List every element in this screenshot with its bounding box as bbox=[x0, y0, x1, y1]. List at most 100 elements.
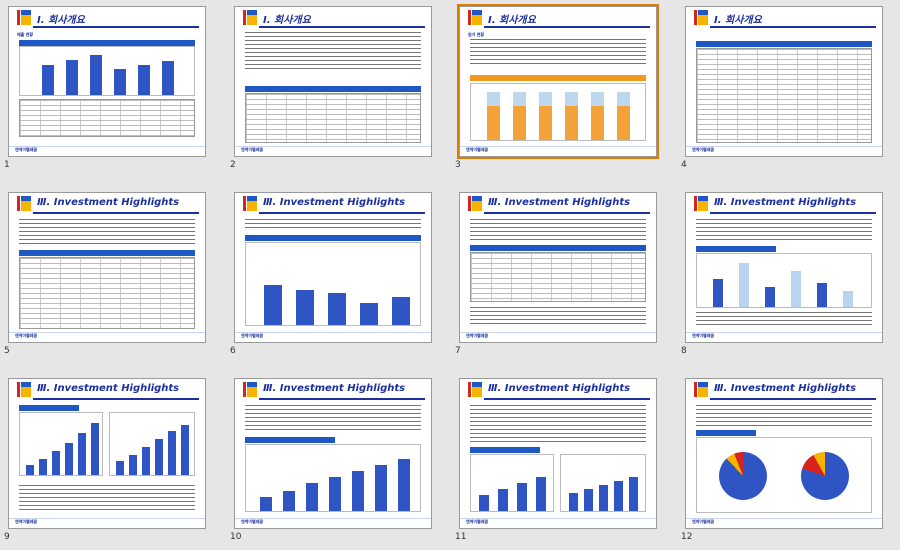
footer-line bbox=[686, 518, 882, 519]
chart-bar bbox=[168, 431, 176, 475]
slide-footer-logo: 엔케이텔레콤 bbox=[15, 147, 38, 152]
chart-area bbox=[19, 412, 103, 476]
slide-thumbnail-cell[interactable]: Ⅲ. Investment Highlights 엔케이텔레콤 9 bbox=[0, 372, 210, 550]
slide-title: Ⅲ. Investment Highlights bbox=[714, 383, 857, 394]
slide-body bbox=[460, 217, 656, 332]
slide-thumbnail[interactable]: Ⅲ. Investment Highlights 엔케이텔레콤 bbox=[685, 192, 883, 343]
slide-footer-logo: 엔케이텔레콤 bbox=[241, 333, 264, 338]
slide-thumbnail[interactable]: Ⅲ. Investment Highlights 엔케이텔레콤 bbox=[234, 192, 432, 343]
title-underline bbox=[484, 398, 650, 400]
slide-number: 1 bbox=[4, 160, 10, 170]
footer-line bbox=[686, 332, 882, 333]
slide-thumbnail[interactable]: Ⅲ. Investment Highlights 엔케이텔레콤 bbox=[685, 378, 883, 529]
slide-thumbnail-cell[interactable]: Ⅲ. Investment Highlights 엔케이텔레콤 8 bbox=[677, 186, 887, 364]
chart-bar bbox=[162, 61, 174, 95]
chart-bar bbox=[42, 65, 54, 95]
slide-thumbnail[interactable]: Ⅰ. 회사개요 엔케이텔레콤 매출 현황 bbox=[8, 6, 206, 157]
title-underline bbox=[259, 26, 425, 28]
chart-bar bbox=[155, 439, 163, 475]
slide-subtitle: 원가 현황 bbox=[468, 32, 485, 37]
pie-chart bbox=[719, 452, 767, 500]
slide-thumbnail-cell[interactable]: Ⅲ. Investment Highlights 엔케이텔레콤 10 bbox=[226, 372, 436, 550]
chart-bar bbox=[26, 465, 34, 475]
chart-bar bbox=[713, 279, 723, 307]
slide-footer-logo: 엔케이텔레콤 bbox=[692, 147, 715, 152]
title-accent-blue bbox=[247, 10, 257, 15]
chart-bar bbox=[52, 451, 60, 475]
chart-bar-top bbox=[539, 92, 552, 106]
chart-bar bbox=[536, 477, 546, 511]
slide-number: 7 bbox=[455, 346, 461, 356]
body-text bbox=[245, 32, 421, 72]
slide-footer-logo: 엔케이텔레콤 bbox=[15, 519, 38, 524]
slide-thumbnail[interactable]: Ⅲ. Investment Highlights 엔케이텔레콤 bbox=[459, 378, 657, 529]
chart-area bbox=[19, 46, 195, 96]
title-accent-blue bbox=[472, 10, 482, 15]
slide-number: 8 bbox=[681, 346, 687, 356]
slide-footer-logo: 엔케이텔레콤 bbox=[466, 147, 489, 152]
slide-title: Ⅲ. Investment Highlights bbox=[263, 383, 406, 394]
chart-bar bbox=[283, 491, 295, 511]
slide-body bbox=[235, 31, 431, 146]
slide-number: 11 bbox=[455, 532, 467, 542]
data-table bbox=[19, 257, 195, 329]
chart-header bbox=[19, 405, 79, 411]
slide-thumbnail-cell[interactable]: Ⅲ. Investment Highlights 엔케이텔레콤 12 bbox=[677, 372, 887, 550]
slide-header: Ⅲ. Investment Highlights bbox=[9, 193, 205, 215]
slide-footer-logo: 엔케이텔레콤 bbox=[15, 333, 38, 338]
slide-thumbnail-cell[interactable]: Ⅰ. 회사개요 엔케이텔레콤 매출 현황 1 bbox=[0, 0, 210, 178]
slide-thumbnail-cell[interactable]: Ⅰ. 회사개요 엔케이텔레콤 원가 현황 3 bbox=[451, 0, 661, 178]
chart-bar bbox=[90, 55, 102, 95]
slide-thumbnail[interactable]: Ⅰ. 회사개요 엔케이텔레콤 bbox=[685, 6, 883, 157]
slide-footer-logo: 엔케이텔레콤 bbox=[241, 519, 264, 524]
slide-thumbnail[interactable]: Ⅲ. Investment Highlights 엔케이텔레콤 bbox=[459, 192, 657, 343]
footer-line bbox=[686, 146, 882, 147]
slide-title: Ⅲ. Investment Highlights bbox=[37, 383, 180, 394]
chart-area bbox=[245, 242, 421, 326]
chart-bar bbox=[142, 447, 150, 475]
slide-thumbnail-cell[interactable]: Ⅲ. Investment Highlights 엔케이텔레콤 5 bbox=[0, 186, 210, 364]
slide-header: Ⅲ. Investment Highlights bbox=[460, 193, 656, 215]
slide-title: Ⅰ. 회사개요 bbox=[263, 15, 311, 26]
slide-header: Ⅲ. Investment Highlights bbox=[460, 379, 656, 401]
body-text bbox=[696, 312, 872, 326]
chart-bar bbox=[392, 297, 410, 325]
slide-footer-logo: 엔케이텔레콤 bbox=[692, 333, 715, 338]
title-accent-yellow bbox=[247, 15, 257, 25]
title-accent-yellow bbox=[247, 201, 257, 211]
chart-bar bbox=[329, 477, 341, 511]
data-table bbox=[245, 93, 421, 143]
slide-thumbnail-cell[interactable]: Ⅰ. 회사개요 엔케이텔레콤 2 bbox=[226, 0, 436, 178]
chart-area bbox=[470, 454, 554, 512]
data-table bbox=[19, 99, 195, 137]
footer-line bbox=[235, 332, 431, 333]
slide-header: Ⅲ. Investment Highlights bbox=[235, 379, 431, 401]
body-text bbox=[470, 219, 646, 243]
chart-bar bbox=[398, 459, 410, 511]
slide-thumbnail-cell[interactable]: Ⅰ. 회사개요 엔케이텔레콤 4 bbox=[677, 0, 887, 178]
title-accent-red bbox=[694, 382, 697, 397]
title-accent-red bbox=[17, 382, 20, 397]
slide-title: Ⅲ. Investment Highlights bbox=[263, 197, 406, 208]
slide-thumbnail[interactable]: Ⅲ. Investment Highlights 엔케이텔레콤 bbox=[8, 378, 206, 529]
slide-thumbnail-cell[interactable]: Ⅲ. Investment Highlights 엔케이텔레콤 11 bbox=[451, 372, 661, 550]
title-accent-blue bbox=[247, 196, 257, 201]
chart-bar bbox=[765, 287, 775, 307]
title-accent-blue bbox=[472, 196, 482, 201]
slide-header: Ⅲ. Investment Highlights bbox=[235, 193, 431, 215]
slide-thumbnail-cell[interactable]: Ⅲ. Investment Highlights 엔케이텔레콤 7 bbox=[451, 186, 661, 364]
slide-header: Ⅲ. Investment Highlights bbox=[9, 379, 205, 401]
slide-thumbnail[interactable]: Ⅲ. Investment Highlights 엔케이텔레콤 bbox=[234, 378, 432, 529]
data-table bbox=[470, 252, 646, 302]
title-accent-blue bbox=[698, 196, 708, 201]
slide-thumbnail[interactable]: Ⅲ. Investment Highlights 엔케이텔레콤 bbox=[8, 192, 206, 343]
table-header bbox=[245, 86, 421, 92]
chart-bar-top bbox=[617, 92, 630, 106]
pie-chart bbox=[801, 452, 849, 500]
slide-number: 12 bbox=[681, 532, 693, 542]
title-accent-yellow bbox=[247, 387, 257, 397]
slide-header: Ⅰ. 회사개요 bbox=[460, 7, 656, 29]
slide-thumbnail[interactable]: Ⅰ. 회사개요 엔케이텔레콤 bbox=[234, 6, 432, 157]
slide-thumbnail-cell[interactable]: Ⅲ. Investment Highlights 엔케이텔레콤 6 bbox=[226, 186, 436, 364]
